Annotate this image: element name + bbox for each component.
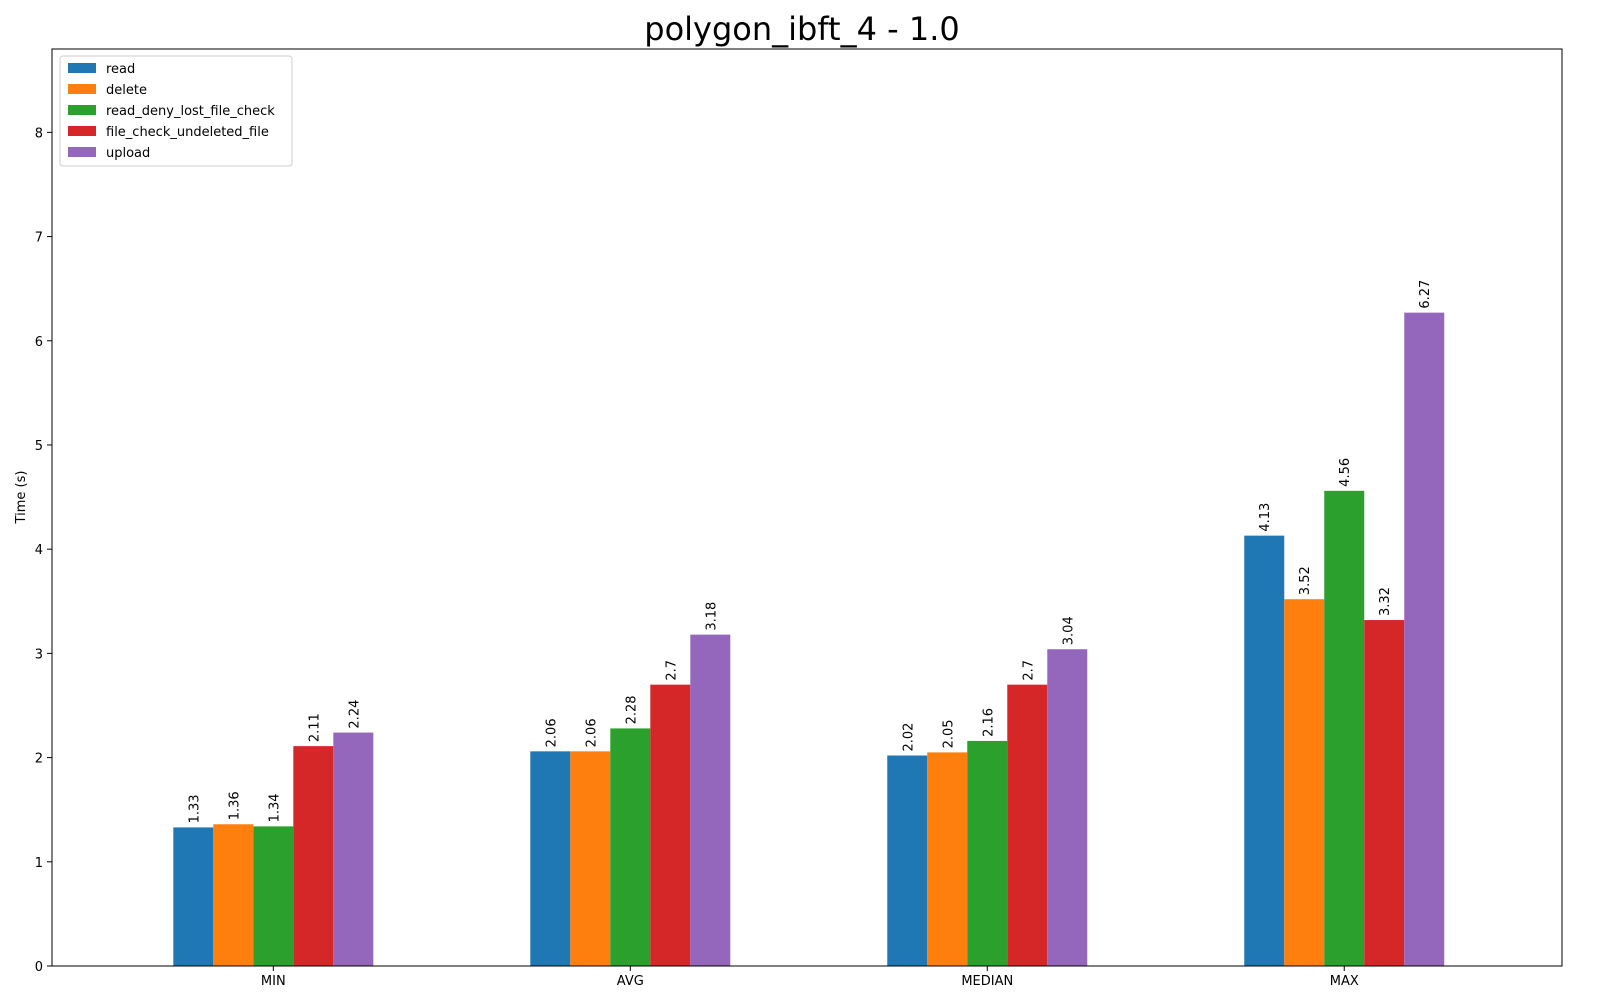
bar-value-label: 1.33 [187,794,202,823]
bar-value-label: 2.05 [941,719,956,748]
bar-value-label: 4.13 [1258,503,1273,532]
bar-upload-avg [690,634,731,966]
y-tick-label: 1 [35,856,43,871]
bar-value-label: 2.06 [584,718,599,747]
legend-swatch-read_deny_lost_file_check [68,105,96,115]
legend-label-upload: upload [106,146,150,161]
legend-label-read: read [106,62,135,77]
y-axis-label: Time (s) [14,471,29,525]
bar-value-label: 2.06 [544,718,559,747]
bar-value-label: 2.7 [664,660,679,681]
chart-title: polygon_ibft_4 - 1.0 [644,10,959,48]
legend-box [59,55,293,167]
legend-swatch-file_check_undeleted_file [68,126,96,136]
bar-file_check_undeleted_file-median [1007,684,1048,966]
legend-label-delete: delete [106,83,147,98]
bar-file_check_undeleted_file-max [1364,620,1405,966]
bar-delete-avg [570,751,611,966]
bar-file_check_undeleted_file-avg [650,684,691,966]
bar-upload-median [1047,649,1088,966]
bar-value-label: 2.11 [307,713,322,742]
bar-delete-min [213,824,254,966]
bar-file_check_undeleted_file-min [293,746,334,966]
bar-read-median [887,755,928,966]
y-tick-label: 3 [35,647,43,662]
bars-layer [173,312,1445,966]
legend-swatch-upload [68,147,96,157]
bar-value-label: 6.27 [1418,280,1433,309]
plot-frame [51,48,1563,967]
bar-upload-min [333,732,374,966]
bar-read-max [1244,535,1285,966]
bar-read-min [173,827,214,966]
x-tick-label-min: MIN [261,974,286,989]
legend-label-read_deny_lost_file_check: read_deny_lost_file_check [106,104,275,119]
legend-swatch-delete [68,84,96,94]
y-tick-label: 7 [35,231,43,246]
bar-value-label: 1.34 [267,793,282,822]
bar-read_deny_lost_file_check-max [1324,490,1365,966]
y-tick-label: 0 [35,960,43,975]
bar-value-label: 2.7 [1021,660,1036,681]
bar-value-label: 3.18 [704,602,719,631]
bar-read_deny_lost_file_check-median [967,740,1008,966]
legend: read delete read_deny_lost_file_check file_… [59,55,293,167]
bar-upload-max [1404,312,1445,966]
bar-value-label: 2.02 [901,723,916,752]
bar-delete-median [927,752,968,966]
bar-delete-max [1284,599,1325,966]
x-tick-label-avg: AVG [617,974,644,989]
bar-value-label: 2.24 [347,700,362,729]
x-tick-label-median: MEDIAN [961,974,1013,989]
bar-read-avg [530,751,571,966]
x-axis: MIN AVG MEDIAN MAX [261,966,1359,989]
bar-read_deny_lost_file_check-min [253,826,294,966]
y-tick-label: 5 [35,439,43,454]
bar-labels-layer: 1.33 1.36 1.34 2.11 2.24 2.06 2.06 2.28 2.7 3.18 2… [187,280,1433,824]
bar-read_deny_lost_file_check-avg [610,728,651,966]
y-tick-label: 8 [35,126,43,141]
y-axis: 0 1 2 3 4 5 6 7 8 [35,126,52,975]
bar-value-label: 3.32 [1378,587,1393,616]
legend-swatch-read [68,63,96,73]
x-tick-label-max: MAX [1330,974,1359,989]
bar-value-label: 2.28 [624,695,639,724]
bar-value-label: 1.36 [227,791,242,820]
legend-label-file_check_undeleted_file: file_check_undeleted_file [106,125,269,140]
bar-value-label: 3.52 [1298,566,1313,595]
y-tick-label: 6 [35,335,43,350]
y-tick-label: 4 [35,543,43,558]
bar-value-label: 3.04 [1061,616,1076,645]
bar-value-label: 2.16 [981,708,996,737]
y-tick-label: 2 [35,752,43,767]
bar-value-label: 4.56 [1338,458,1353,487]
